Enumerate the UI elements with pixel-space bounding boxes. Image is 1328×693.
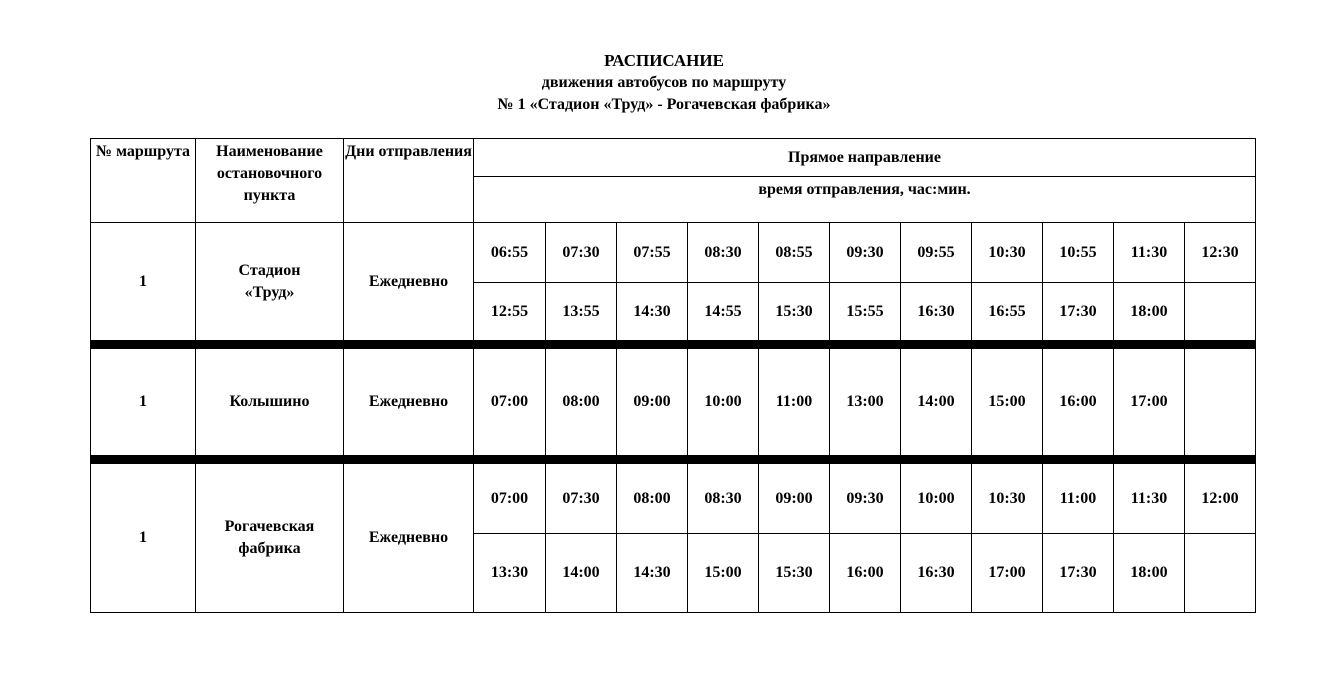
departure-time-cell: 16:55 xyxy=(971,282,1043,341)
row-separator xyxy=(90,455,1256,464)
departure-time-cell: 14:00 xyxy=(545,533,617,613)
departure-time-cell: 13:55 xyxy=(545,282,617,341)
route-number-cell: 1 xyxy=(90,222,196,341)
departure-time-cell: 06:55 xyxy=(473,222,546,283)
schedule-table: № маршрута Наименование остановочного пу… xyxy=(90,138,1256,613)
departure-time-cell: 08:30 xyxy=(687,222,759,283)
header-stop-name: Наименование остановочного пункта xyxy=(195,138,344,223)
departure-time-cell: 14:30 xyxy=(616,282,688,341)
departure-time-cell xyxy=(1184,348,1256,456)
departure-time-cell: 15:00 xyxy=(971,348,1043,456)
header-direction: Прямое направление xyxy=(473,138,1256,177)
departure-time-cell: 17:00 xyxy=(971,533,1043,613)
stop-name-cell: Колышино xyxy=(195,348,344,456)
departure-time-cell: 08:00 xyxy=(616,463,688,534)
departure-time-cell: 15:30 xyxy=(758,282,830,341)
departure-time-cell: 09:55 xyxy=(900,222,972,283)
departure-time-cell: 09:00 xyxy=(616,348,688,456)
departure-time-cell: 17:30 xyxy=(1042,533,1114,613)
departure-time-cell: 11:30 xyxy=(1113,463,1185,534)
route-title: № 1 «Стадион «Труд» - Рогачевская фабрик… xyxy=(497,96,831,113)
departure-time-cell: 09:00 xyxy=(758,463,830,534)
header-route-no: № маршрута xyxy=(90,138,196,223)
departure-time-cell: 10:00 xyxy=(687,348,759,456)
departure-time-cell: 08:55 xyxy=(758,222,830,283)
departure-time-cell: 07:30 xyxy=(545,463,617,534)
table-row: 1 Рогачевская фабрика Ежедневно 07:00 07:30 0… xyxy=(90,463,1256,613)
stop-name-cell: Рогачевская фабрика xyxy=(195,463,344,613)
departure-time-cell: 16:00 xyxy=(829,533,901,613)
table-row: 12:55 13:55 14:30 14:55 15:30 15:55 16:30 16:55… xyxy=(91,282,1256,341)
departure-time-cell: 07:55 xyxy=(616,222,688,283)
departure-time-cell: 07:00 xyxy=(473,348,546,456)
stop-name-cell: Стадион «Труд» xyxy=(195,222,344,341)
departure-time-cell: 07:00 xyxy=(473,463,546,534)
document-title: РАСПИСАНИЕ xyxy=(604,51,724,70)
days-cell: Ежедневно xyxy=(343,222,474,341)
departure-time-cell: 17:30 xyxy=(1042,282,1114,341)
departure-time-cell: 16:30 xyxy=(900,282,972,341)
departure-time-cell: 13:30 xyxy=(473,533,546,613)
days-cell: Ежедневно xyxy=(343,463,474,613)
row-separator xyxy=(90,340,1256,349)
route-number-cell: 1 xyxy=(90,463,196,613)
thick-divider xyxy=(90,340,1256,349)
departure-time-cell: 18:00 xyxy=(1113,533,1185,613)
departure-time-cell: 08:30 xyxy=(687,463,759,534)
departure-time-cell: 10:00 xyxy=(900,463,972,534)
departure-time-cell: 12:55 xyxy=(473,282,546,341)
departure-time-cell: 13:00 xyxy=(829,348,901,456)
departure-time-cell: 12:30 xyxy=(1184,222,1256,283)
departure-time-cell: 14:30 xyxy=(616,533,688,613)
table-row: 1 Стадион «Труд» Ежедневно 06:55 07:30 07:55 0… xyxy=(90,222,1256,341)
table-row: 13:30 14:00 14:30 15:00 15:30 16:00 16:30 17:00… xyxy=(91,533,1256,613)
departure-time-cell: 11:30 xyxy=(1113,222,1185,283)
departure-time-cell: 08:00 xyxy=(545,348,617,456)
route-number-cell: 1 xyxy=(90,348,196,456)
document-subtitle: движения автобусов по маршруту xyxy=(541,74,787,91)
departure-time-cell: 10:30 xyxy=(971,222,1043,283)
header-time-caption: время отправления, час:мин. xyxy=(473,176,1256,223)
departure-time-cell: 14:55 xyxy=(687,282,759,341)
days-cell: Ежедневно xyxy=(343,348,474,456)
departure-time-cell: 12:00 xyxy=(1184,463,1256,534)
departure-time-cell: 18:00 xyxy=(1113,282,1185,341)
departure-time-cell: 15:30 xyxy=(758,533,830,613)
departure-time-cell: 10:55 xyxy=(1042,222,1114,283)
departure-time-cell: 10:30 xyxy=(971,463,1043,534)
departure-time-cell: 09:30 xyxy=(829,222,901,283)
departure-time-cell: 07:30 xyxy=(545,222,617,283)
departure-time-cell: 16:00 xyxy=(1042,348,1114,456)
departure-time-cell: 15:00 xyxy=(687,533,759,613)
departure-time-cell xyxy=(1184,282,1256,341)
departure-time-cell: 16:30 xyxy=(900,533,972,613)
departure-time-cell: 11:00 xyxy=(1042,463,1114,534)
header-days: Дни отправления xyxy=(343,138,474,223)
table-row: 1 Колышино Ежедневно 07:00 08:00 09:00 10:00 11… xyxy=(90,348,1256,456)
departure-time-cell: 09:30 xyxy=(829,463,901,534)
departure-time-cell: 14:00 xyxy=(900,348,972,456)
departure-time-cell xyxy=(1184,533,1256,613)
departure-time-cell: 17:00 xyxy=(1113,348,1185,456)
thick-divider xyxy=(90,455,1256,464)
departure-time-cell: 15:55 xyxy=(829,282,901,341)
departure-time-cell: 11:00 xyxy=(758,348,830,456)
